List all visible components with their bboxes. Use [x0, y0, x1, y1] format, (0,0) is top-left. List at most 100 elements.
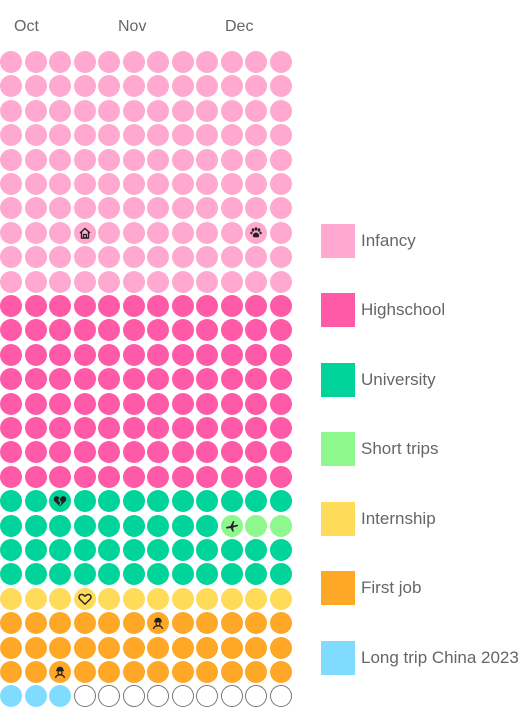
dot-infancy [245, 271, 267, 293]
dot-infancy [147, 100, 169, 122]
dot-first-job [74, 637, 96, 659]
legend-swatch [321, 432, 355, 466]
dot-university [196, 490, 218, 512]
dot-infancy [172, 75, 194, 97]
dot-highschool [49, 466, 71, 488]
dot-internship [196, 588, 218, 610]
dot-highschool [74, 344, 96, 366]
dot-highschool [74, 319, 96, 341]
dot-infancy [196, 75, 218, 97]
dot-infancy [196, 100, 218, 122]
dot-infancy [147, 124, 169, 146]
dot-highschool [49, 441, 71, 463]
dot-infancy [172, 271, 194, 293]
dot-highschool [49, 393, 71, 415]
dot-infancy [196, 51, 218, 73]
dot-highschool [172, 441, 194, 463]
dot-highschool [196, 466, 218, 488]
dot-university [74, 563, 96, 585]
dot-infancy [245, 222, 267, 244]
dot-infancy [25, 271, 47, 293]
dot-empty [196, 685, 218, 707]
dot-infancy [74, 100, 96, 122]
dot-infancy [270, 246, 292, 268]
dot-first-job [270, 661, 292, 683]
legend-swatch [321, 293, 355, 327]
dot-university [172, 539, 194, 561]
dot-highschool [0, 466, 22, 488]
dot-infancy [270, 197, 292, 219]
dot-highschool [0, 441, 22, 463]
dot-highschool [196, 344, 218, 366]
dot-highschool [245, 417, 267, 439]
dot-infancy [25, 197, 47, 219]
dot-university [147, 515, 169, 537]
dot-university [0, 539, 22, 561]
dot-highschool [147, 417, 169, 439]
dot-infancy [270, 124, 292, 146]
dot-university [147, 563, 169, 585]
dot-highschool [25, 441, 47, 463]
dot-empty [147, 685, 169, 707]
dot-internship [270, 588, 292, 610]
dot-highschool [221, 441, 243, 463]
dot-university [196, 539, 218, 561]
dot-infancy [49, 271, 71, 293]
dot-infancy [196, 246, 218, 268]
dot-university [49, 563, 71, 585]
dot-highschool [221, 319, 243, 341]
legend-label: Internship [361, 509, 436, 529]
dot-university [196, 563, 218, 585]
legend-label: Short trips [361, 439, 438, 459]
dot-highschool [270, 393, 292, 415]
dot-highschool [245, 441, 267, 463]
dot-university [123, 563, 145, 585]
dot-first-job [245, 612, 267, 634]
dot-highschool [196, 295, 218, 317]
dot-highschool [123, 295, 145, 317]
dot-infancy [49, 51, 71, 73]
dot-highschool [221, 393, 243, 415]
dot-first-job [245, 661, 267, 683]
dot-internship [98, 588, 120, 610]
dot-first-job [49, 637, 71, 659]
dot-infancy [221, 173, 243, 195]
dot-infancy [74, 149, 96, 171]
dot-university [270, 563, 292, 585]
dot-university [25, 563, 47, 585]
dot-highschool [98, 319, 120, 341]
dot-infancy [98, 197, 120, 219]
dot-infancy [0, 75, 22, 97]
dot-infancy [123, 246, 145, 268]
dot-infancy [245, 149, 267, 171]
dot-university [25, 490, 47, 512]
dot-university [221, 563, 243, 585]
dot-highschool [221, 295, 243, 317]
legend-item-infancy: Infancy [321, 224, 528, 258]
dot-infancy [74, 173, 96, 195]
dot-first-job [49, 612, 71, 634]
dot-highschool [245, 368, 267, 390]
dot-infancy [196, 222, 218, 244]
dot-infancy [123, 222, 145, 244]
dot-highschool [196, 417, 218, 439]
dot-infancy [0, 51, 22, 73]
dot-highschool [221, 344, 243, 366]
dot-infancy [25, 75, 47, 97]
dot-highschool [270, 417, 292, 439]
dot-university [245, 563, 267, 585]
dot-internship [221, 588, 243, 610]
dot-infancy [196, 124, 218, 146]
dot-first-job [147, 612, 169, 634]
dot-infancy [49, 75, 71, 97]
dot-infancy [245, 75, 267, 97]
dot-internship [0, 588, 22, 610]
dot-first-job [25, 637, 47, 659]
dot-infancy [221, 51, 243, 73]
dot-highschool [25, 393, 47, 415]
dot-first-job [270, 637, 292, 659]
dot-infancy [123, 173, 145, 195]
dot-infancy [147, 149, 169, 171]
dot-infancy [221, 100, 243, 122]
dot-first-job [196, 661, 218, 683]
